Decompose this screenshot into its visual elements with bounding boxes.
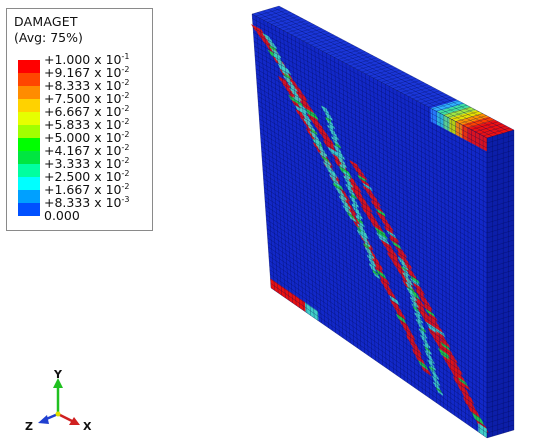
- mesh-grid: [251, 5, 515, 439]
- axis-triad: Y Z X: [25, 370, 92, 433]
- x-arrowhead: [69, 417, 80, 425]
- legend-entry-label: +8.333 x 10-3: [44, 195, 130, 210]
- legend-swatch: [18, 86, 40, 99]
- legend-swatch: [18, 190, 40, 203]
- legend-entry-label: +3.333 x 10-2: [44, 156, 130, 171]
- legend-entry-label: +1.667 x 10-2: [44, 182, 130, 197]
- legend-entry-label: +5.000 x 10-2: [44, 130, 130, 145]
- x-axis-arrow: [57, 412, 75, 424]
- legend-entry-label: +4.167 x 10-2: [44, 143, 130, 158]
- legend-swatch: [18, 203, 40, 216]
- legend-entry-label: +6.667 x 10-2: [44, 104, 130, 119]
- y-axis-label: Y: [53, 370, 63, 381]
- legend-swatch: [18, 151, 40, 164]
- legend-entry-label: +2.500 x 10-2: [44, 169, 130, 184]
- legend-entry-label: +1.000 x 10-1: [44, 52, 130, 67]
- triad-origin: [55, 411, 61, 417]
- legend-swatch: [18, 125, 40, 138]
- legend-swatch: [18, 164, 40, 177]
- legend-entry-label: 0.000: [44, 208, 80, 223]
- legend-swatch: [18, 99, 40, 112]
- legend-entry-label: +5.833 x 10-2: [44, 117, 130, 132]
- legend-entry-label: +7.500 x 10-2: [44, 91, 130, 106]
- legend-swatch: [18, 73, 40, 86]
- legend-title: DAMAGET: [14, 14, 78, 29]
- legend-subtitle: (Avg: 75%): [14, 30, 83, 45]
- legend-swatch: [18, 60, 40, 73]
- legend-swatch: [18, 112, 40, 125]
- damage-legend: DAMAGET (Avg: 75%) +1.000 x 10-1 +9.167 x…: [6, 8, 153, 231]
- z-arrowhead: [38, 415, 49, 424]
- z-axis-label: Z: [25, 420, 33, 433]
- legend-swatch: [18, 177, 40, 190]
- legend-swatch: [18, 138, 40, 151]
- legend-entry-label: +8.333 x 10-2: [44, 78, 130, 93]
- legend-entry-label: +9.167 x 10-2: [44, 65, 130, 80]
- y-arrowhead: [53, 378, 63, 388]
- legend-color-bar: [18, 60, 40, 216]
- x-axis-label: X: [83, 420, 92, 433]
- damage-crack-bands: [250, 24, 489, 438]
